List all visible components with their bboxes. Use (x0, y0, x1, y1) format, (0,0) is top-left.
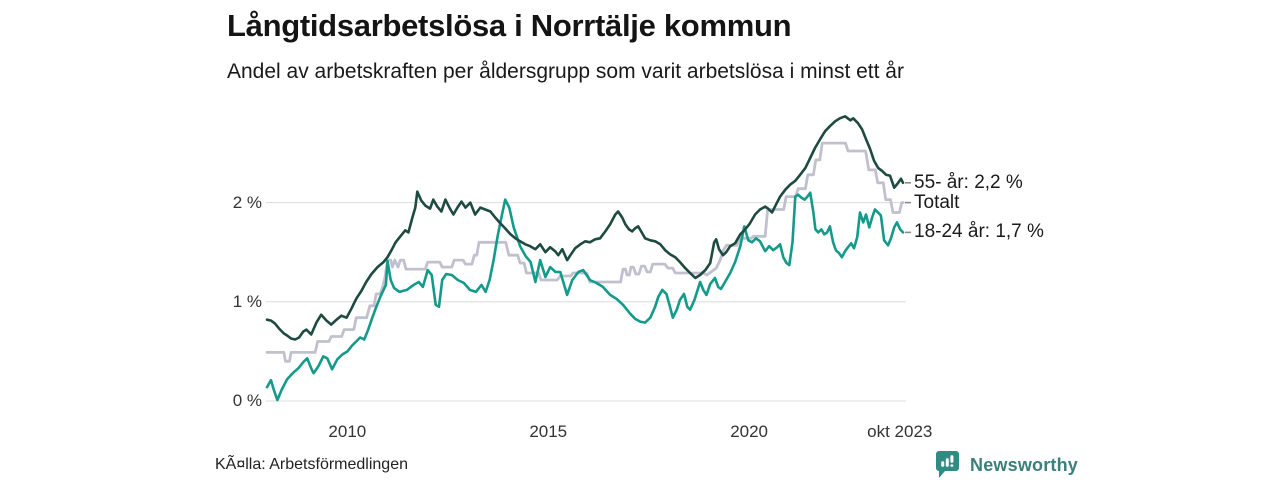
x-axis-tick-label: 2015 (529, 422, 568, 441)
chart-subtitle: Andel av arbetskraften per åldersgrupp s… (227, 60, 904, 83)
newsworthy-wordmark: Newsworthy (970, 454, 1079, 475)
x-axis-tick-label: okt 2023 (867, 422, 933, 441)
source-note: KÃ¤lla: Arbetsförmedlingen (215, 456, 408, 473)
x-axis-tick-label: 2020 (730, 422, 769, 441)
newsworthy-icon (936, 451, 959, 478)
series-end-label-totalt: Totalt (914, 191, 960, 213)
y-axis-tick-label: 1 % (232, 291, 262, 311)
series-end-label-18-24-ar: 18-24 år: 1,7 % (914, 221, 1044, 243)
y-axis-tick-label: 0 % (232, 391, 262, 410)
x-axis-tick-label: 2010 (328, 422, 367, 441)
chart-title: Långtidsarbetslösa i Norrtälje kommun (227, 8, 792, 43)
y-axis-tick-label: 2 % (232, 192, 262, 212)
series-end-label-55-ar: 55- år: 2,2 % (914, 171, 1023, 193)
newsworthy-logo: Newsworthy (936, 451, 1078, 479)
